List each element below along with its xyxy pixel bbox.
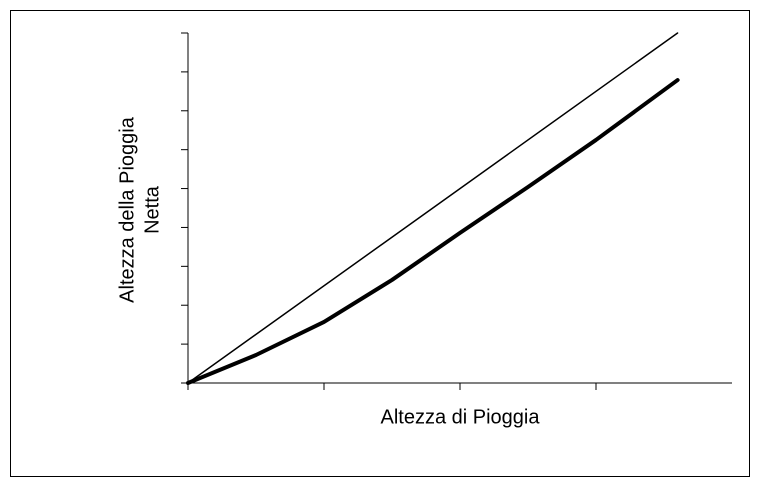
x-axis-label: Altezza di Pioggia — [381, 406, 541, 428]
data-line — [187, 32, 679, 384]
data-line — [186, 78, 680, 385]
y-axis-label: Altezza della Pioggia Netta — [116, 116, 163, 303]
y-axis-label-line: Altezza della Pioggia — [116, 116, 138, 303]
y-axis-label-line: Netta — [141, 185, 163, 234]
